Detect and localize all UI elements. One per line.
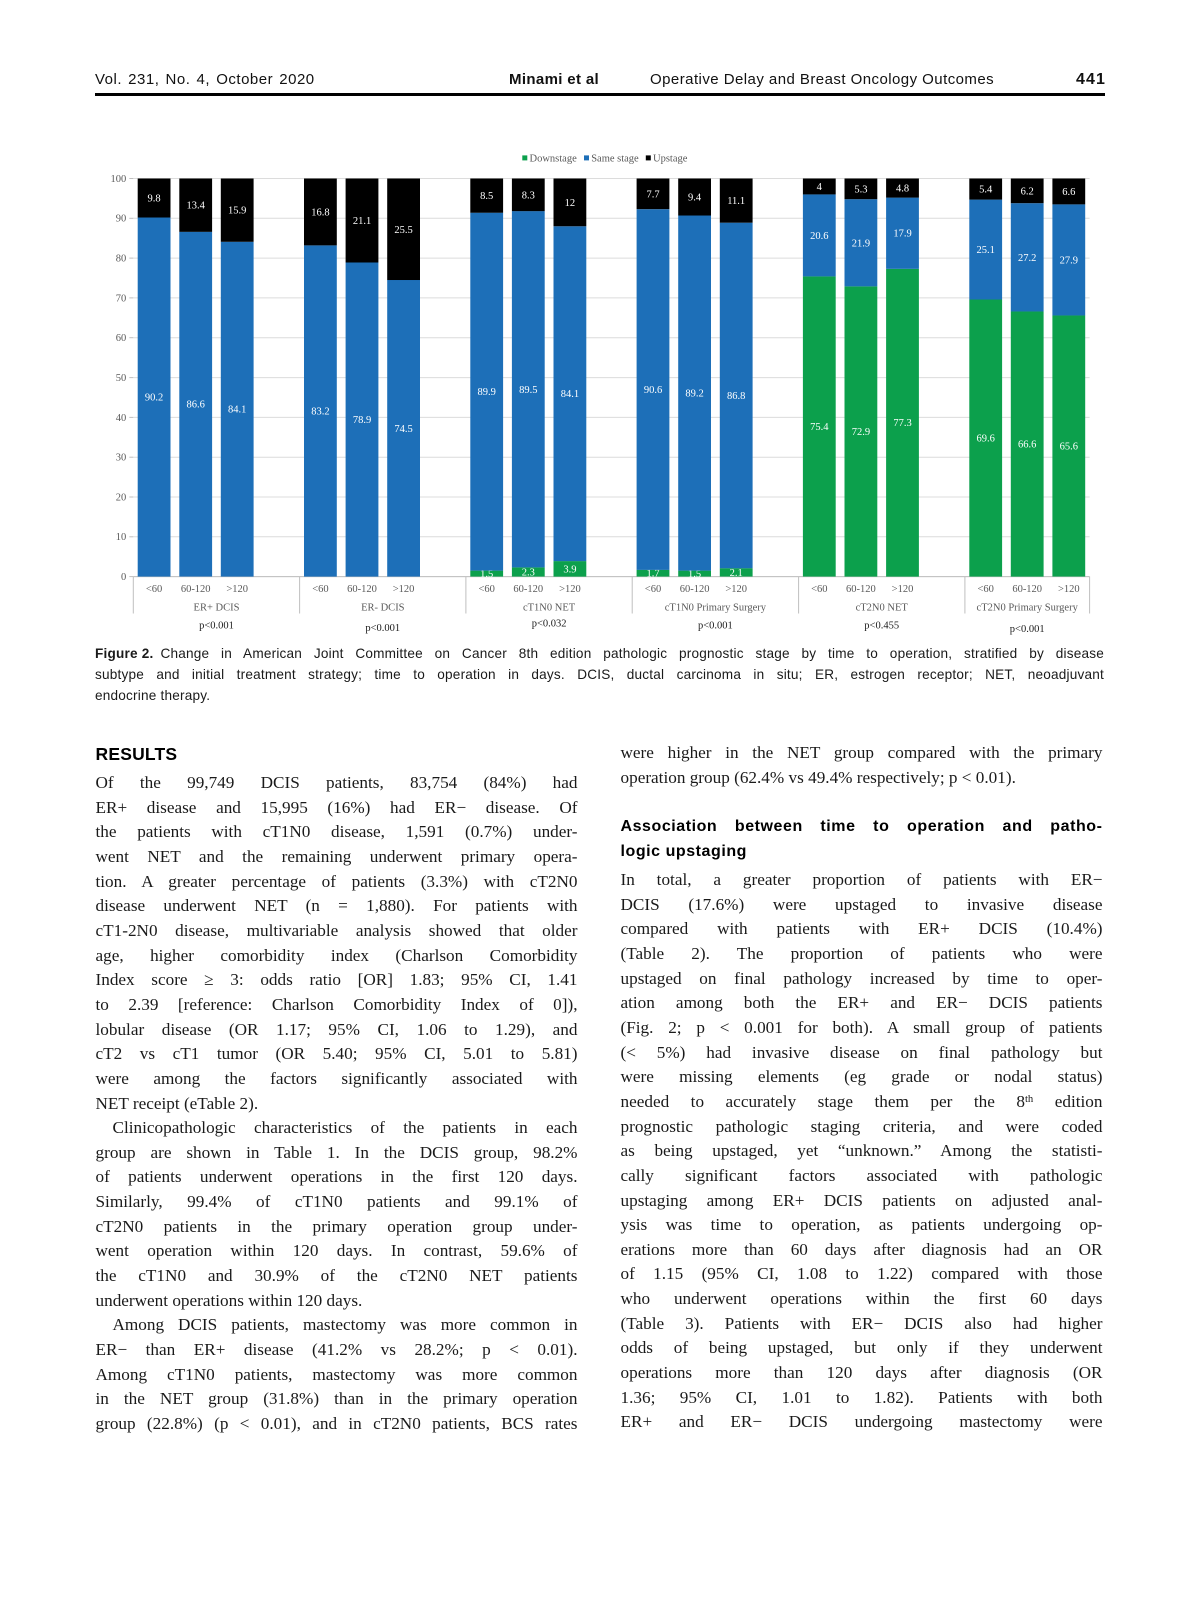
- svg-text:72.9: 72.9: [852, 427, 870, 438]
- svg-text:60-120: 60-120: [1012, 584, 1042, 595]
- svg-text:cT2N0 Primary Surgery: cT2N0 Primary Surgery: [977, 603, 1079, 614]
- svg-text:>120: >120: [892, 584, 914, 595]
- svg-text:25.1: 25.1: [977, 245, 995, 256]
- svg-text:70: 70: [116, 293, 127, 304]
- svg-text:77.3: 77.3: [893, 418, 911, 429]
- svg-text:25.5: 25.5: [394, 225, 412, 236]
- svg-text:89.5: 89.5: [519, 385, 537, 396]
- svg-text:<60: <60: [312, 584, 328, 595]
- svg-text:30: 30: [116, 453, 127, 464]
- svg-text:66.6: 66.6: [1018, 440, 1036, 451]
- svg-text:86.6: 86.6: [187, 400, 205, 411]
- svg-text:60-120: 60-120: [347, 584, 377, 595]
- svg-text:3.9: 3.9: [563, 564, 576, 575]
- svg-text:27.9: 27.9: [1060, 255, 1078, 266]
- svg-text:74.5: 74.5: [394, 424, 412, 435]
- svg-text:17.9: 17.9: [893, 229, 911, 240]
- svg-text:>120: >120: [393, 584, 415, 595]
- svg-text:21.9: 21.9: [852, 238, 870, 249]
- svg-text:9.4: 9.4: [688, 193, 702, 204]
- svg-text:86.8: 86.8: [727, 391, 745, 402]
- svg-text:15.9: 15.9: [228, 206, 246, 217]
- svg-text:84.1: 84.1: [561, 389, 579, 400]
- svg-text:60-120: 60-120: [513, 584, 543, 595]
- svg-text:84.1: 84.1: [228, 405, 246, 416]
- svg-text:4: 4: [817, 182, 823, 193]
- svg-text:60-120: 60-120: [181, 584, 211, 595]
- svg-text:9.8: 9.8: [148, 194, 161, 205]
- svg-text:90: 90: [116, 214, 127, 225]
- svg-text:<60: <60: [977, 584, 993, 595]
- svg-text:6.2: 6.2: [1021, 186, 1034, 197]
- svg-text:2.1: 2.1: [730, 568, 743, 579]
- svg-text:1.7: 1.7: [646, 569, 659, 580]
- svg-text:2.3: 2.3: [522, 568, 535, 579]
- svg-text:Upstage: Upstage: [653, 153, 688, 164]
- svg-text:100: 100: [111, 174, 127, 185]
- svg-text:60-120: 60-120: [680, 584, 710, 595]
- svg-text:1.5: 1.5: [688, 569, 701, 580]
- svg-text:cT2N0 NET: cT2N0 NET: [856, 603, 909, 614]
- svg-text:4.8: 4.8: [896, 184, 909, 195]
- svg-text:>120: >120: [1058, 584, 1080, 595]
- svg-text:Downstage: Downstage: [530, 153, 578, 164]
- svg-text:80: 80: [116, 254, 127, 265]
- svg-text:60: 60: [116, 333, 127, 344]
- svg-text:90.6: 90.6: [644, 385, 662, 396]
- svg-text:16.8: 16.8: [311, 207, 329, 218]
- svg-text:ER- DCIS: ER- DCIS: [361, 603, 405, 614]
- svg-text:7.7: 7.7: [646, 189, 659, 200]
- svg-text:<60: <60: [146, 584, 162, 595]
- svg-text:>120: >120: [559, 584, 581, 595]
- svg-text:<60: <60: [478, 584, 494, 595]
- svg-text:Same stage: Same stage: [591, 153, 639, 164]
- svg-text:p<0.032: p<0.032: [532, 619, 567, 630]
- svg-text:13.4: 13.4: [187, 201, 206, 212]
- svg-text:p<0.001: p<0.001: [199, 620, 234, 631]
- svg-text:10: 10: [116, 532, 127, 543]
- svg-text:6.6: 6.6: [1062, 187, 1075, 198]
- svg-text:>120: >120: [725, 584, 747, 595]
- svg-text:8.5: 8.5: [480, 191, 493, 202]
- svg-text:12: 12: [565, 198, 576, 209]
- svg-text:89.2: 89.2: [685, 389, 703, 400]
- svg-text:p<0.001: p<0.001: [365, 623, 400, 634]
- svg-text:0: 0: [121, 572, 126, 583]
- svg-text:20.6: 20.6: [810, 231, 828, 242]
- svg-text:p<0.001: p<0.001: [698, 620, 733, 631]
- svg-text:5.3: 5.3: [854, 184, 867, 195]
- svg-text:cT1N0 Primary Surgery: cT1N0 Primary Surgery: [665, 603, 767, 614]
- svg-text:83.2: 83.2: [311, 407, 329, 418]
- svg-text:<60: <60: [811, 584, 827, 595]
- svg-text:69.6: 69.6: [977, 434, 995, 445]
- svg-text:21.1: 21.1: [353, 216, 371, 227]
- svg-text:50: 50: [116, 373, 127, 384]
- svg-text:cT1N0 NET: cT1N0 NET: [523, 603, 576, 614]
- svg-text:ER+ DCIS: ER+ DCIS: [194, 603, 240, 614]
- svg-text:27.2: 27.2: [1018, 253, 1036, 264]
- svg-text:75.4: 75.4: [810, 422, 829, 433]
- svg-text:11.1: 11.1: [727, 196, 745, 207]
- svg-text:90.2: 90.2: [145, 393, 163, 404]
- svg-text:p<0.455: p<0.455: [864, 620, 899, 631]
- svg-text:60-120: 60-120: [846, 584, 876, 595]
- svg-text:1.5: 1.5: [480, 569, 493, 580]
- svg-text:5.4: 5.4: [979, 185, 993, 196]
- svg-text:p<0.001: p<0.001: [1010, 624, 1045, 635]
- svg-text:40: 40: [116, 413, 127, 424]
- svg-text:<60: <60: [645, 584, 661, 595]
- svg-text:8.3: 8.3: [522, 190, 535, 201]
- svg-text:65.6: 65.6: [1060, 442, 1078, 453]
- svg-text:89.9: 89.9: [478, 387, 496, 398]
- svg-text:78.9: 78.9: [353, 415, 371, 426]
- svg-text:20: 20: [116, 492, 127, 503]
- svg-text:>120: >120: [226, 584, 248, 595]
